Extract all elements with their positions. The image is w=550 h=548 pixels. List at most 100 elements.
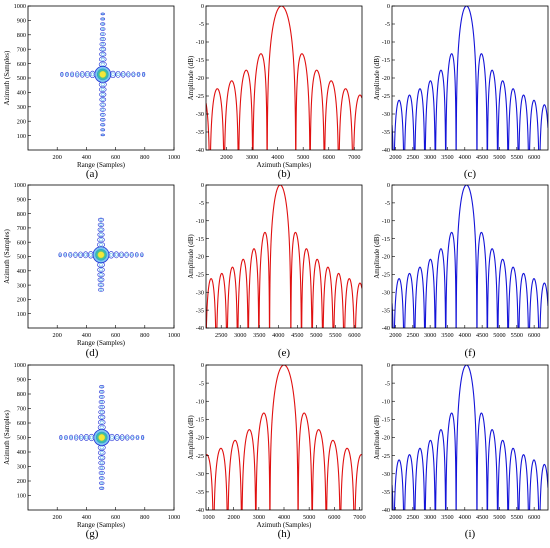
x-tick-label: 6000 xyxy=(528,332,540,339)
y-tick-label: -40 xyxy=(196,147,204,154)
profile-line xyxy=(206,365,362,510)
y-tick-label: 0 xyxy=(201,182,204,189)
range-sidelobe-inner xyxy=(120,253,123,257)
x-tick-label: 400 xyxy=(82,154,91,161)
azimuth-sidelobe-inner xyxy=(99,278,103,282)
azimuth-sidelobe-inner xyxy=(100,476,104,480)
azimuth-sidelobe xyxy=(100,22,106,26)
range-sidelobe-inner xyxy=(120,435,124,440)
azimuth-sidelobe xyxy=(99,107,106,112)
y-tick-label: -25 xyxy=(382,272,390,279)
range-sidelobe-inner xyxy=(59,253,62,256)
y-tick-label: -10 xyxy=(382,398,390,405)
x-tick-label: 3500 xyxy=(441,332,453,339)
y-tick-label: 700 xyxy=(17,46,26,53)
azimuth-sidelobe-inner xyxy=(101,108,105,111)
azimuth-sidelobe-inner xyxy=(99,410,104,414)
y-tick-label: 0 xyxy=(201,3,204,10)
azimuth-sidelobe xyxy=(100,123,106,127)
x-tick-label: 5000 xyxy=(297,154,309,161)
range-sidelobe xyxy=(134,252,139,258)
profile-line xyxy=(392,365,548,510)
axes-frame xyxy=(205,364,363,511)
y-tick-label: 500 xyxy=(17,254,26,261)
y-tick-label: 600 xyxy=(17,61,26,68)
x-tick-label: 400 xyxy=(82,514,91,521)
chart-panel-h: 1000 2000 3000 4000 5000 6000 7000 0 -5 -10 -15 -20… xyxy=(187,362,366,529)
y-tick-label: -40 xyxy=(382,147,390,154)
azimuth-sidelobe xyxy=(99,46,107,52)
y-tick-label: 500 xyxy=(17,75,26,82)
azimuth-sidelobe-inner xyxy=(100,471,104,475)
chart-panel-b: 2000 3000 4000 5000 6000 7000 0 -5 -10 -15 -20 -25 -… xyxy=(187,3,363,169)
azimuth-sidelobe xyxy=(98,476,105,480)
azimuth-sidelobe-inner xyxy=(101,23,104,25)
mainlobe-core xyxy=(97,251,105,259)
x-tick-label: 4000 xyxy=(271,154,283,161)
range-sidelobe xyxy=(87,251,94,259)
range-sidelobe-inner xyxy=(69,436,73,439)
range-sidelobe xyxy=(142,72,146,77)
x-tick-label: 4500 xyxy=(476,154,488,161)
x-tick-label: 1000 xyxy=(168,332,180,339)
profile-line xyxy=(392,185,548,328)
y-tick-label: 600 xyxy=(17,420,26,427)
y-tick-label: -5 xyxy=(385,380,390,387)
x-tick-label: 5500 xyxy=(511,514,523,521)
azimuth-sidelobe-inner xyxy=(100,466,104,470)
y-tick-label: -25 xyxy=(382,453,390,460)
azimuth-sidelobe-inner xyxy=(101,128,104,131)
azimuth-sidelobe-inner xyxy=(100,93,105,97)
range-sidelobe xyxy=(70,71,75,78)
x-tick-label: 3500 xyxy=(253,332,265,339)
x-tick-label: 3000 xyxy=(246,154,258,161)
azimuth-sidelobe-inner xyxy=(99,218,103,221)
y-axis-label: Azimuth (Samples) xyxy=(3,229,11,284)
azimuth-sidelobe xyxy=(100,133,105,137)
range-sidelobe xyxy=(136,71,141,77)
azimuth-sidelobe xyxy=(98,414,106,420)
x-tick-label: 5000 xyxy=(303,514,315,521)
x-tick-label: 600 xyxy=(111,154,120,161)
y-tick-label: -25 xyxy=(196,272,204,279)
y-tick-label: -10 xyxy=(196,218,204,225)
azimuth-sidelobe xyxy=(99,92,107,98)
range-sidelobe-inner xyxy=(125,253,128,257)
azimuth-sidelobe-inner xyxy=(100,405,104,409)
range-sidelobe-inner xyxy=(114,253,118,257)
y-tick-label: -15 xyxy=(382,57,390,64)
x-tick-label: 3000 xyxy=(253,514,265,521)
y-tick-label: -35 xyxy=(382,307,390,314)
range-sidelobe-inner xyxy=(79,253,82,257)
x-axis-label: Azimuth (Samples) xyxy=(257,521,312,529)
panel-label-e: (e) xyxy=(277,347,291,359)
axes-frame xyxy=(205,5,363,151)
range-sidelobe-inner xyxy=(85,72,89,77)
range-sidelobe xyxy=(73,434,79,441)
y-axis-label: Amplitude (dB) xyxy=(373,55,381,100)
y-tick-label: -30 xyxy=(382,289,390,296)
azimuth-sidelobe xyxy=(97,450,106,456)
x-tick-label: 5000 xyxy=(310,332,322,339)
y-tick-label: 800 xyxy=(17,391,26,398)
y-tick-label: -20 xyxy=(382,435,390,442)
y-axis-label: Amplitude (dB) xyxy=(187,415,195,460)
range-sidelobe-inner xyxy=(137,73,140,76)
range-sidelobe-inner xyxy=(84,253,88,257)
y-tick-label: -20 xyxy=(196,75,204,82)
azimuth-sidelobe-inner xyxy=(101,27,105,31)
y-tick-label: 1000 xyxy=(14,3,26,10)
range-sidelobe xyxy=(114,434,120,441)
x-tick-label: 6000 xyxy=(328,514,340,521)
x-tick-label: 800 xyxy=(140,332,149,339)
x-tick-label: 2500 xyxy=(407,514,419,521)
chart-panel-g: 200 400 600 800 1000 100 200 300 400 500 600 700 800… xyxy=(3,362,180,529)
x-axis-label: Range (Samples) xyxy=(77,521,126,529)
azimuth-sidelobe xyxy=(99,37,106,42)
azimuth-sidelobe-inner xyxy=(101,47,105,51)
range-sidelobe-inner xyxy=(64,436,68,439)
azimuth-sidelobe-inner xyxy=(100,82,105,87)
azimuth-sidelobe-inner xyxy=(101,98,105,101)
y-tick-label: 1000 xyxy=(14,182,26,189)
range-sidelobe xyxy=(75,71,80,78)
